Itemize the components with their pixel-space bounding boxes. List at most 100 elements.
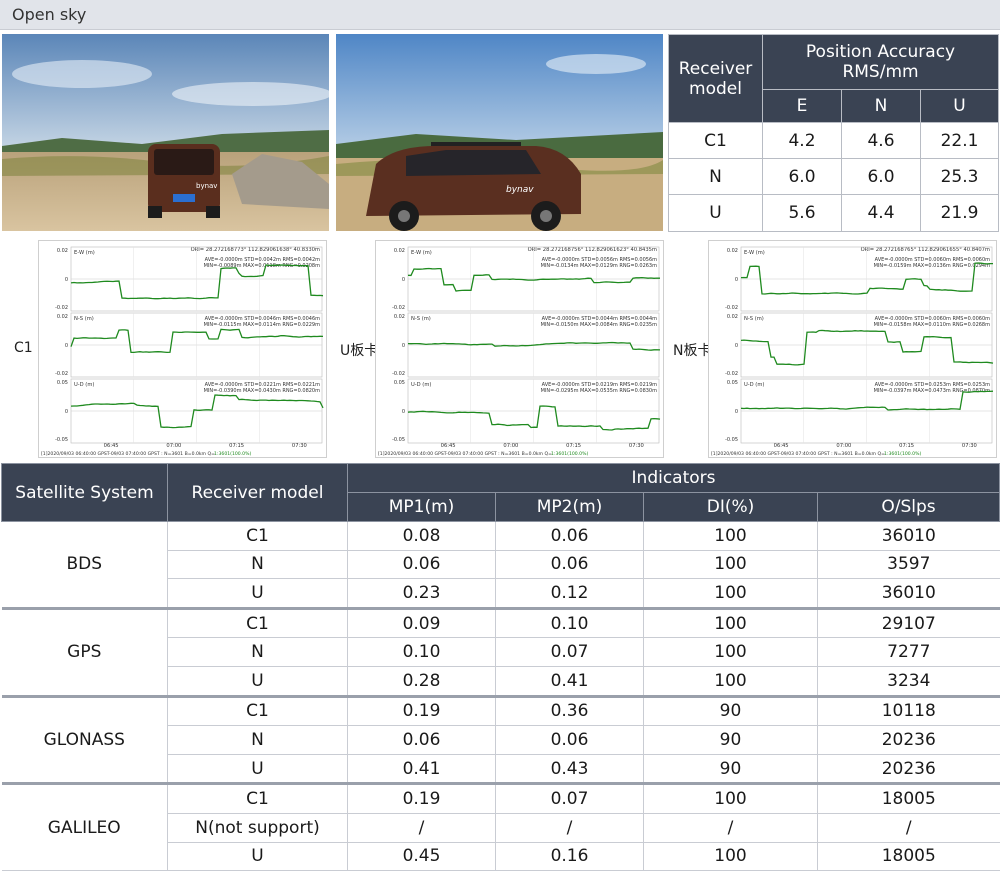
satellite-system-cell: GLONASS — [1, 694, 168, 785]
x-tick-label: 07:15 — [566, 443, 581, 449]
position-error-trace — [740, 262, 993, 295]
position-error-plot-c1: ORI= 28.272168773° 112.829061638° 40.833… — [38, 240, 327, 458]
y-tick-label: -0.02 — [392, 305, 405, 311]
position-error-trace — [407, 267, 661, 292]
y-tick-label: -0.02 — [725, 371, 738, 377]
header-di: DI(%) — [643, 492, 818, 522]
receiver-model-cell: N(not support) — [167, 813, 348, 843]
accuracy-row-model: N — [668, 158, 763, 195]
accuracy-col-u: U — [919, 89, 1000, 123]
indicator-value-cell: 90 — [643, 725, 818, 755]
panel-stats-line: AVE=-0.0000m STD=0.0219m RMS=0.0219m — [542, 382, 657, 388]
satellite-system-cell: GALILEO — [1, 782, 168, 871]
x-tick-label: 07:00 — [836, 443, 851, 449]
y-tick-label: 0 — [402, 409, 405, 415]
y-tick-label: 0.05 — [57, 380, 68, 386]
plot-canvas: ORI= 28.272168773° 112.829061638° 40.833… — [41, 246, 324, 457]
satellite-system-cell: GPS — [1, 606, 168, 697]
indicator-value-cell: 100 — [643, 637, 818, 667]
x-tick-label: 07:00 — [166, 443, 181, 449]
receiver-model-cell: U — [167, 578, 348, 609]
panel-axis-name: N-S (m) — [744, 316, 764, 322]
indicator-value-cell: 0.41 — [495, 666, 644, 697]
indicator-value-cell: / — [495, 813, 644, 843]
indicator-value-cell: 0.19 — [347, 782, 496, 814]
panel-axis-name: N-S (m) — [74, 316, 94, 322]
section-title: Open sky — [12, 5, 87, 24]
x-tick-label: 06:45 — [441, 443, 456, 449]
position-error-plot-u: ORI= 28.272168756° 112.829061623° 40.843… — [375, 240, 664, 458]
panel-stats-line: MIN=-0.0158m MAX=0.0110m RNG=0.0268m — [874, 322, 991, 328]
accuracy-cell: 5.6 — [762, 194, 842, 232]
indicator-value-cell: 0.10 — [495, 606, 644, 639]
panel-stats-line: MIN=-0.0295m MAX=0.0535m RNG=0.0830m — [541, 388, 658, 394]
y-tick-label: 0 — [735, 409, 738, 415]
y-tick-label: 0.05 — [727, 380, 738, 386]
plot-footer-quality: 1:3601(100.0%) — [551, 451, 588, 457]
accuracy-cell: 25.3 — [919, 158, 1000, 195]
y-tick-label: -0.05 — [55, 437, 68, 443]
panel-axis-name: U-D (m) — [411, 382, 431, 388]
indicator-value-cell: 0.08 — [347, 521, 496, 551]
y-tick-label: 0.05 — [394, 380, 405, 386]
accuracy-cell: 22.1 — [919, 122, 1000, 159]
accuracy-cell: 6.0 — [762, 158, 842, 195]
header-mp2: MP2(m) — [495, 492, 644, 522]
x-tick-label: 06:45 — [104, 443, 119, 449]
accuracy-group-header: Position Accuracy RMS/mm — [761, 34, 1000, 90]
indicator-value-cell: 0.28 — [347, 666, 496, 697]
panel-axis-name: E-W (m) — [74, 250, 95, 256]
section-header: Open sky — [0, 0, 1000, 30]
table-row: GLONASS C1 0.19 0.36 90 10118 — [1, 694, 1000, 785]
indicator-value-cell: 36010 — [816, 578, 1000, 609]
position-error-trace — [740, 329, 994, 366]
y-tick-label: 0.02 — [57, 248, 68, 254]
y-tick-label: 0 — [65, 277, 68, 283]
indicator-value-cell: 0.19 — [347, 694, 496, 727]
accuracy-cell: 21.9 — [919, 194, 1000, 232]
x-tick-label: 06:45 — [774, 443, 789, 449]
indicator-value-cell: 18005 — [816, 782, 1000, 814]
indicator-value-cell: 7277 — [816, 637, 1000, 667]
indicator-value-cell: 0.09 — [347, 606, 496, 639]
plot-footer-text: [1]2020/09/03 06:40:00 GPST-09/03 07:40:… — [711, 451, 885, 457]
indicator-value-cell: 100 — [643, 782, 818, 814]
indicator-value-cell: 100 — [643, 666, 818, 697]
header-receiver-model: Receiver model — [167, 463, 348, 522]
panel-stats-line: AVE=-0.0000m STD=0.0060m RMS=0.0060m — [875, 316, 990, 322]
indicators-table: Satellite System Receiver model Indicato… — [1, 463, 1000, 871]
header-satellite-system: Satellite System — [1, 463, 168, 522]
y-tick-label: -0.05 — [725, 437, 738, 443]
y-tick-label: -0.02 — [55, 371, 68, 377]
position-accuracy-table: Receiver model Position Accuracy RMS/mm … — [668, 34, 1000, 232]
panel-axis-name: U-D (m) — [74, 382, 94, 388]
panel-stats-line: MIN=-0.0089m MAX=0.0118m RNG=0.0208m — [204, 263, 321, 269]
panel-stats-line: MIN=-0.0397m MAX=0.0473m RNG=0.0870m — [874, 388, 991, 394]
indicator-value-cell: 0.41 — [347, 754, 496, 785]
indicator-value-cell: 36010 — [816, 521, 1000, 551]
y-tick-label: 0 — [735, 343, 738, 349]
accuracy-row-model: U — [668, 194, 763, 232]
plot-canvas: ORI= 28.272168756° 112.829061623° 40.843… — [378, 246, 661, 457]
table-row: N 0.06 0.06 90 20236 — [2, 725, 1000, 755]
photo-logo-text: bynav — [506, 185, 534, 195]
satellite-system-cell: BDS — [1, 521, 168, 609]
header-indicators: Indicators — [346, 463, 1000, 493]
indicator-value-cell: 10118 — [816, 694, 1000, 727]
indicator-value-cell: 100 — [643, 606, 818, 639]
panel-stats-line: MIN=-0.0390m MAX=0.0430m RNG=0.0820m — [204, 388, 321, 394]
x-tick-label: 07:30 — [292, 443, 307, 449]
panel-stats-line: AVE=-0.0000m STD=0.0046m RMS=0.0046m — [205, 316, 320, 322]
indicator-value-cell: 0.23 — [347, 578, 496, 609]
accuracy-cell: 4.4 — [841, 194, 921, 232]
position-error-trace — [407, 405, 661, 431]
receiver-model-cell: N — [167, 550, 348, 580]
receiver-model-cell: C1 — [167, 521, 348, 551]
accuracy-col-e: E — [762, 89, 842, 123]
plot-side-label: C1 — [14, 340, 33, 356]
y-tick-label: 0 — [65, 343, 68, 349]
indicator-value-cell: / — [643, 813, 818, 843]
position-error-trace — [70, 394, 324, 429]
y-tick-label: -0.05 — [392, 437, 405, 443]
panel-axis-name: E-W (m) — [744, 250, 765, 256]
